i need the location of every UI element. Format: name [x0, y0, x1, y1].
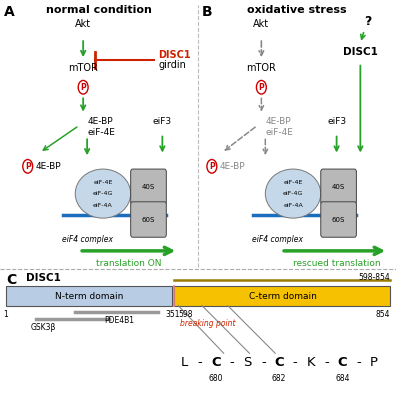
Text: 598-854: 598-854 [358, 273, 390, 282]
Text: eiF4 complex: eiF4 complex [62, 235, 112, 243]
Text: rescued translation: rescued translation [293, 259, 381, 268]
FancyBboxPatch shape [174, 286, 390, 306]
Text: 351: 351 [165, 310, 179, 319]
Text: Akt: Akt [253, 19, 269, 29]
Text: ?: ? [365, 15, 372, 28]
Text: 4E-BP: 4E-BP [220, 162, 246, 171]
Text: normal condition: normal condition [46, 6, 152, 16]
Text: 680: 680 [209, 374, 223, 383]
Text: 598: 598 [178, 310, 193, 319]
Text: 60S: 60S [142, 217, 155, 223]
Text: eiF3: eiF3 [153, 117, 172, 126]
Text: translation ON: translation ON [96, 259, 162, 268]
Text: DISC1: DISC1 [158, 50, 191, 59]
Text: P: P [259, 83, 264, 92]
Text: 1: 1 [4, 310, 8, 319]
Text: 4E-BP: 4E-BP [265, 117, 291, 126]
FancyBboxPatch shape [131, 169, 166, 205]
Text: -: - [229, 356, 234, 369]
Text: N-term domain: N-term domain [55, 292, 123, 300]
Text: K: K [307, 356, 315, 369]
FancyBboxPatch shape [6, 286, 172, 306]
Ellipse shape [265, 169, 321, 218]
Text: mTOR: mTOR [68, 63, 98, 73]
Circle shape [207, 160, 217, 173]
Text: eiF-4G: eiF-4G [93, 191, 113, 196]
Text: 40S: 40S [332, 184, 345, 190]
FancyBboxPatch shape [321, 202, 356, 237]
Text: 60S: 60S [332, 217, 345, 223]
Text: girdin: girdin [158, 61, 186, 71]
Text: A: A [4, 6, 15, 20]
Text: -: - [356, 356, 361, 369]
Circle shape [257, 81, 267, 94]
Text: -: - [261, 356, 266, 369]
Text: -: - [293, 356, 297, 369]
Text: eiF4 complex: eiF4 complex [252, 235, 303, 243]
Text: P: P [25, 162, 30, 171]
Text: C: C [6, 273, 16, 287]
Text: C: C [274, 356, 284, 369]
Circle shape [23, 160, 33, 173]
Text: DISC1: DISC1 [26, 273, 61, 283]
Text: L: L [181, 356, 188, 369]
Text: breaking point: breaking point [180, 319, 236, 328]
Text: 682: 682 [272, 374, 286, 383]
Text: 4E-BP: 4E-BP [36, 162, 61, 171]
Text: 40S: 40S [142, 184, 155, 190]
Text: eiF3: eiF3 [327, 117, 346, 126]
Text: P: P [370, 356, 378, 369]
Text: eiF-4G: eiF-4G [283, 191, 303, 196]
Ellipse shape [75, 169, 131, 218]
Text: GSK3β: GSK3β [31, 323, 56, 332]
Text: eiF-4E: eiF-4E [265, 128, 293, 137]
Text: eiF-4E: eiF-4E [93, 180, 112, 185]
Text: B: B [202, 6, 213, 20]
Text: C-term domain: C-term domain [249, 292, 317, 300]
Text: eiF-4E: eiF-4E [87, 128, 115, 137]
Text: C: C [338, 356, 347, 369]
Text: eiF-4A: eiF-4A [93, 203, 113, 209]
Text: PDE4B1: PDE4B1 [104, 316, 134, 326]
Text: 854: 854 [375, 310, 390, 319]
Text: Akt: Akt [75, 19, 91, 29]
Text: oxidative stress: oxidative stress [247, 6, 347, 16]
Text: DISC1: DISC1 [343, 47, 378, 57]
Circle shape [78, 81, 88, 94]
Text: mTOR: mTOR [246, 63, 276, 73]
Text: 4E-BP: 4E-BP [87, 117, 113, 126]
FancyBboxPatch shape [321, 169, 356, 205]
Text: eiF-4A: eiF-4A [283, 203, 303, 209]
Text: P: P [209, 162, 215, 171]
Text: 684: 684 [335, 374, 350, 383]
Text: -: - [198, 356, 202, 369]
Text: C: C [211, 356, 221, 369]
FancyBboxPatch shape [131, 202, 166, 237]
Text: S: S [243, 356, 252, 369]
Text: eiF-4E: eiF-4E [284, 180, 303, 185]
Text: -: - [324, 356, 329, 369]
Text: P: P [80, 83, 86, 92]
